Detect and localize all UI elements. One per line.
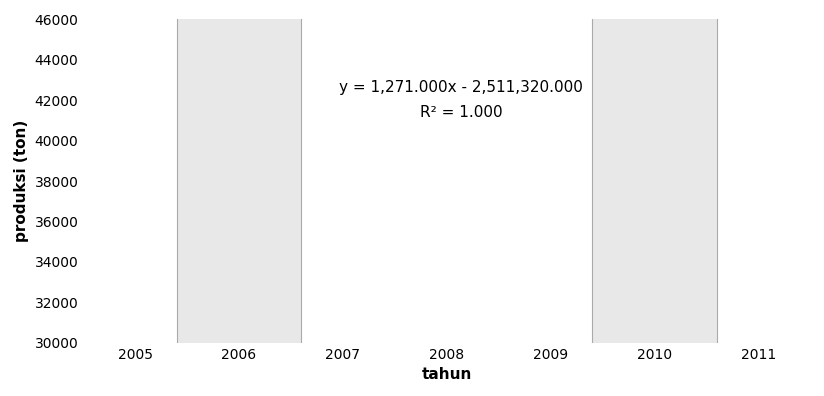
Bar: [592, 0, 717, 396]
X-axis label: tahun: tahun: [421, 367, 472, 382]
Text: y = 1,271.000x - 2,511,320.000
R² = 1.000: y = 1,271.000x - 2,511,320.000 R² = 1.00…: [339, 80, 583, 120]
Y-axis label: produksi (ton): produksi (ton): [14, 120, 29, 242]
Bar: [176, 0, 302, 396]
